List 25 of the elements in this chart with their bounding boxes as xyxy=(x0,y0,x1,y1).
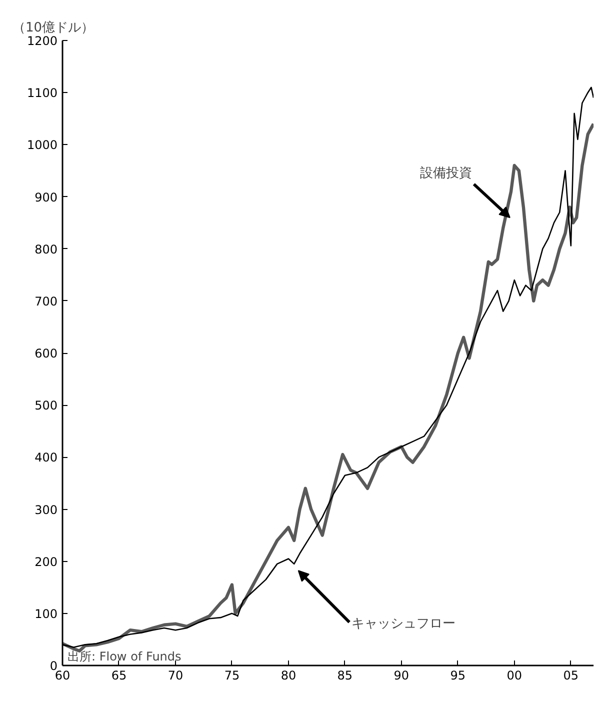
y-tick-label: 1100 xyxy=(26,86,58,100)
y-tick-label: 800 xyxy=(34,242,58,256)
x-tick-label: 65 xyxy=(111,668,127,682)
y-tick-label: 600 xyxy=(34,346,58,360)
y-tick-label: 400 xyxy=(34,450,58,465)
annotation: キャッシュフロー xyxy=(351,616,456,632)
y-tick-label: 300 xyxy=(34,502,58,517)
x-tick-label: 90 xyxy=(394,668,410,682)
y-tick-label: 900 xyxy=(34,190,58,204)
x-tick-label: 70 xyxy=(168,668,184,682)
annotation: 出所: Flow of Funds xyxy=(68,650,182,664)
y-tick-label: 700 xyxy=(34,294,58,308)
x-tick-label: 80 xyxy=(280,668,296,682)
y-tick-label: 1000 xyxy=(26,138,58,152)
y-tick-label: 100 xyxy=(34,606,58,621)
y-tick-label: 1200 xyxy=(26,34,58,48)
y-tick-label: 200 xyxy=(34,554,58,569)
x-tick-label: 85 xyxy=(337,668,353,682)
x-tick-label: 75 xyxy=(224,668,240,682)
y-tick-label: 500 xyxy=(34,398,58,413)
x-tick-label: 00 xyxy=(506,668,522,682)
x-tick-label: 95 xyxy=(450,668,466,682)
y-axis-title: （10億ドル） xyxy=(12,20,94,36)
x-tick-label: 05 xyxy=(563,668,579,682)
annotation: 設備投資 xyxy=(420,166,472,182)
